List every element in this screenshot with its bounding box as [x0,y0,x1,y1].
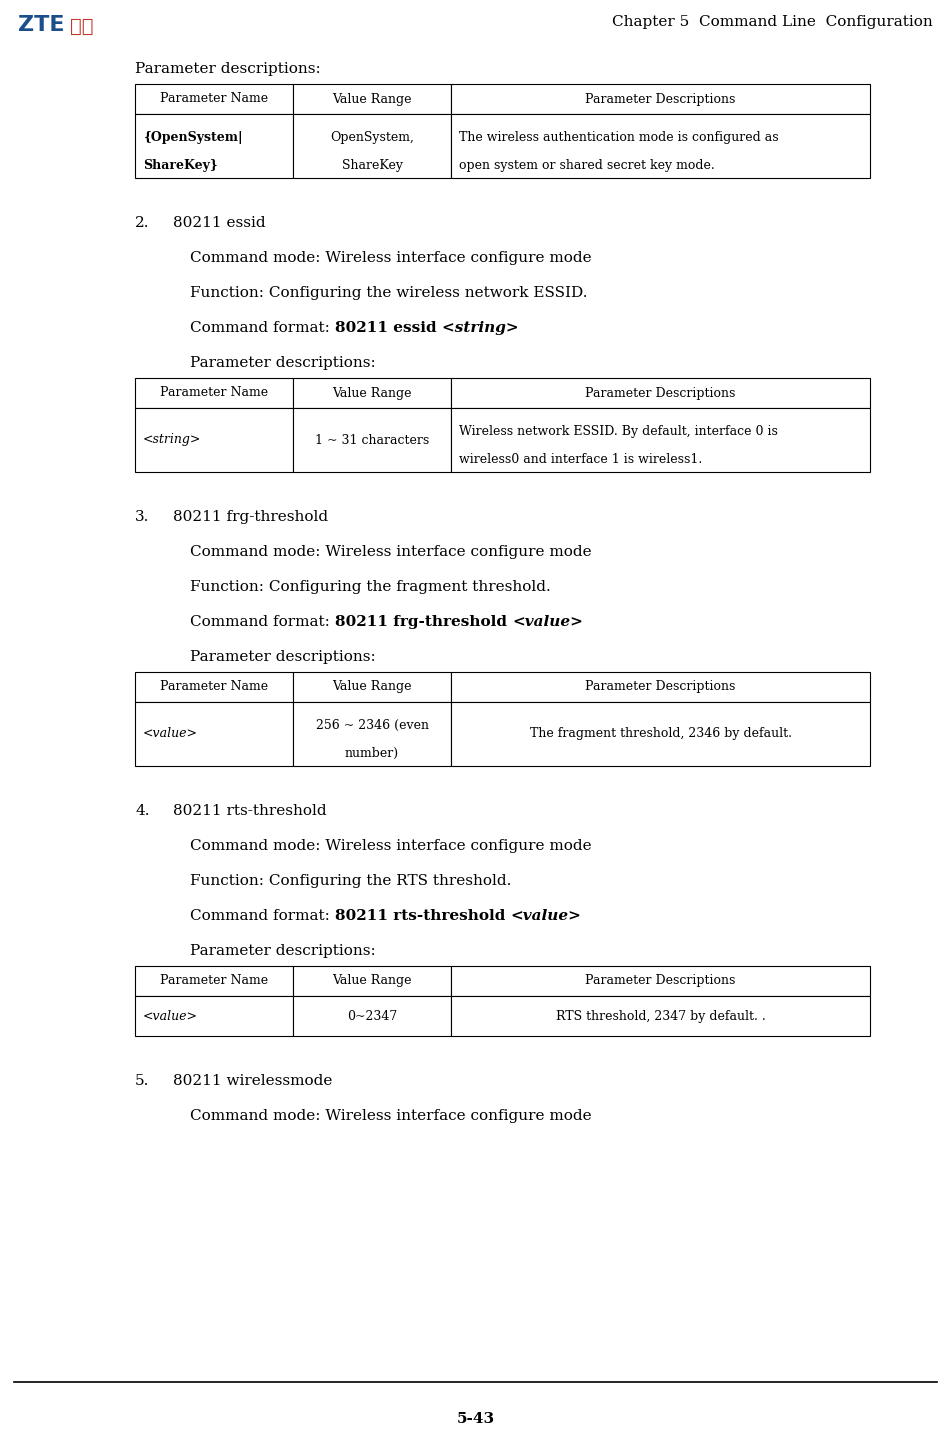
Bar [293,996,451,1036]
Bar [293,702,451,767]
Text: 3.: 3. [135,510,149,525]
Text: Command format:: Command format: [190,615,335,630]
Text: Parameter descriptions:: Parameter descriptions: [190,356,376,370]
Text: number): number) [345,746,399,759]
Text: Parameter descriptions:: Parameter descriptions: [190,944,376,958]
Text: OpenSystem,: OpenSystem, [330,131,414,144]
Text: Command mode: Wireless interface configure mode: Command mode: Wireless interface configu… [190,1110,592,1124]
Bar [293,965,451,996]
Text: {OpenSystem|: {OpenSystem| [143,131,243,144]
Text: 2.: 2. [135,216,149,231]
Text: Command format:: Command format: [190,321,335,334]
Text: Function: Configuring the wireless network ESSID.: Function: Configuring the wireless netwo… [190,285,588,300]
Text: 80211 rts-threshold: 80211 rts-threshold [335,909,511,924]
Text: Command format:: Command format: [190,909,335,924]
Text: <value>: <value> [512,615,583,630]
Text: 0~2347: 0~2347 [347,1010,398,1023]
Text: 1 ~ 31 characters: 1 ~ 31 characters [315,434,429,447]
Bar [135,114,293,179]
Text: Parameter Descriptions: Parameter Descriptions [585,974,736,987]
Text: 80211 essid: 80211 essid [173,216,265,231]
Bar [293,672,451,702]
Text: <value>: <value> [143,1010,198,1023]
Text: Parameter descriptions:: Parameter descriptions: [135,62,320,76]
Text: <value>: <value> [511,909,581,924]
Bar [451,84,870,114]
Text: Parameter Descriptions: Parameter Descriptions [585,386,736,399]
Text: 80211 frg-threshold: 80211 frg-threshold [335,615,512,630]
Text: Command mode: Wireless interface configure mode: Command mode: Wireless interface configu… [190,545,592,559]
Text: Parameter Name: Parameter Name [160,386,268,399]
Bar [451,996,870,1036]
Text: ShareKey: ShareKey [341,159,402,171]
Text: Value Range: Value Range [332,974,412,987]
Text: Parameter Name: Parameter Name [160,92,268,105]
Text: <value>: <value> [143,728,198,741]
Text: Parameter Name: Parameter Name [160,680,268,693]
Text: Parameter Name: Parameter Name [160,974,268,987]
Text: RTS threshold, 2347 by default. .: RTS threshold, 2347 by default. . [555,1010,766,1023]
Bar [293,84,451,114]
Text: Parameter Descriptions: Parameter Descriptions [585,680,736,693]
Text: Chapter 5  Command Line  Configuration: Chapter 5 Command Line Configuration [612,14,933,29]
Text: wireless0 and interface 1 is wireless1.: wireless0 and interface 1 is wireless1. [459,452,702,465]
Text: Command mode: Wireless interface configure mode: Command mode: Wireless interface configu… [190,839,592,853]
Bar [135,702,293,767]
Text: 5-43: 5-43 [456,1412,495,1427]
Text: ShareKey}: ShareKey} [143,159,218,171]
Bar [451,702,870,767]
Text: <​string​>: <​string​> [441,321,518,334]
Bar [293,114,451,179]
Text: open system or shared secret key mode.: open system or shared secret key mode. [459,159,715,171]
Bar [451,114,870,179]
Text: Function: Configuring the RTS threshold.: Function: Configuring the RTS threshold. [190,875,512,888]
Text: Parameter descriptions:: Parameter descriptions: [190,650,376,664]
Bar [293,408,451,473]
Bar [451,408,870,473]
Text: 4.: 4. [135,804,149,818]
Text: 80211 rts-threshold: 80211 rts-threshold [173,804,326,818]
Bar [451,965,870,996]
Text: <string>: <string> [143,434,202,447]
Text: The fragment threshold, 2346 by default.: The fragment threshold, 2346 by default. [530,728,791,741]
Text: ZTE: ZTE [18,14,65,35]
Bar [451,672,870,702]
Bar [451,378,870,408]
Bar [135,84,293,114]
Text: Parameter Descriptions: Parameter Descriptions [585,92,736,105]
Bar [135,672,293,702]
Bar [135,378,293,408]
Bar [135,996,293,1036]
Text: 80211 essid: 80211 essid [335,321,441,334]
Text: 80211 wirelessmode: 80211 wirelessmode [173,1075,333,1088]
Text: Value Range: Value Range [332,92,412,105]
Text: 中兴: 中兴 [70,16,93,36]
Text: Function: Configuring the fragment threshold.: Function: Configuring the fragment thres… [190,579,551,594]
Text: 80211 frg-threshold: 80211 frg-threshold [173,510,328,525]
Text: Value Range: Value Range [332,386,412,399]
Text: Value Range: Value Range [332,680,412,693]
Text: 256 ~ 2346 (even: 256 ~ 2346 (even [316,719,429,732]
Text: Wireless network ESSID. By default, interface 0 is: Wireless network ESSID. By default, inte… [459,425,778,438]
Text: Command mode: Wireless interface configure mode: Command mode: Wireless interface configu… [190,251,592,265]
Bar [293,378,451,408]
Text: The wireless authentication mode is configured as: The wireless authentication mode is conf… [459,131,779,144]
Text: 5.: 5. [135,1075,149,1088]
Bar [135,965,293,996]
Bar [135,408,293,473]
